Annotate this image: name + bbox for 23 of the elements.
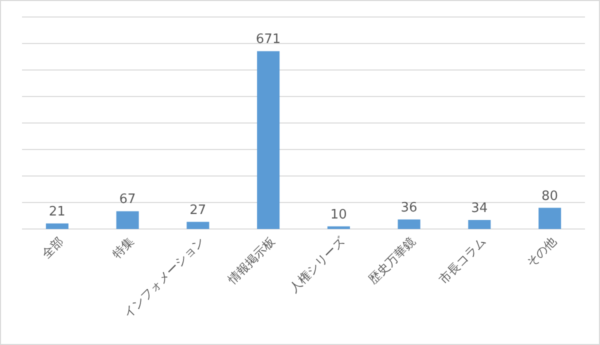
data-label: 27 [190,202,206,218]
x-tick-label: 市長コラム [436,234,489,287]
x-tick-label: 全部 [39,234,66,262]
data-label: 21 [48,204,66,220]
data-label: 80 [542,188,558,204]
x-tick-label: 情報掲示板 [224,234,278,288]
bar [186,222,210,229]
data-label: 36 [400,200,418,216]
bar [468,220,491,229]
x-tick-label: 歴史万華鏡 [366,234,418,287]
data-label: 671 [256,32,281,48]
x-tick-label: その他 [524,234,559,270]
x-tick-label: 人権シリーズ [286,233,348,296]
x-tick-label: 特集 [110,234,137,262]
bar [538,208,562,229]
bar [327,226,350,229]
bar [398,219,420,229]
bar [257,51,280,229]
data-label: 67 [119,192,136,208]
data-label: 10 [330,207,347,222]
bar [46,223,68,229]
bar [116,211,139,229]
data-label: 34 [471,200,488,216]
